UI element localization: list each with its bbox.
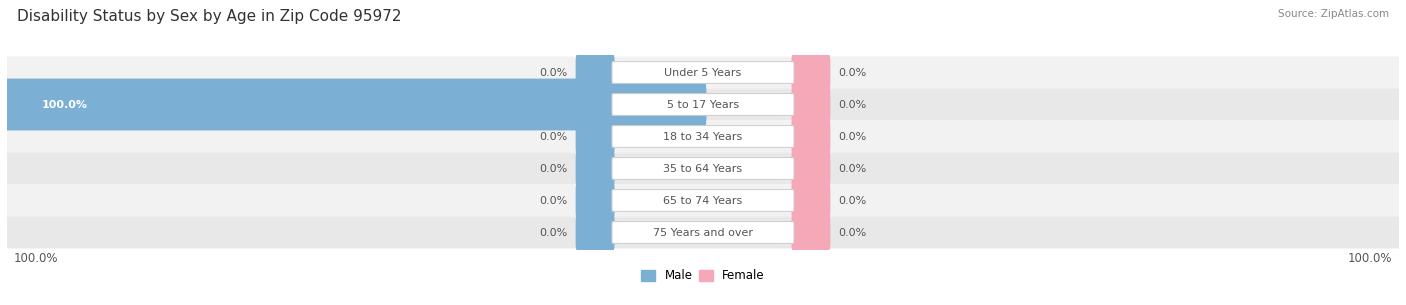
FancyBboxPatch shape — [7, 152, 1399, 185]
Text: 0.0%: 0.0% — [839, 99, 868, 109]
Text: 100.0%: 100.0% — [42, 99, 87, 109]
Text: Source: ZipAtlas.com: Source: ZipAtlas.com — [1278, 9, 1389, 19]
FancyBboxPatch shape — [792, 117, 831, 156]
Text: 5 to 17 Years: 5 to 17 Years — [666, 99, 740, 109]
Text: 18 to 34 Years: 18 to 34 Years — [664, 131, 742, 142]
Text: 0.0%: 0.0% — [839, 67, 868, 77]
Text: 65 to 74 Years: 65 to 74 Years — [664, 196, 742, 206]
FancyBboxPatch shape — [7, 217, 1399, 249]
FancyBboxPatch shape — [4, 79, 706, 131]
FancyBboxPatch shape — [792, 181, 831, 220]
FancyBboxPatch shape — [612, 94, 794, 115]
FancyBboxPatch shape — [7, 120, 1399, 152]
Text: 35 to 64 Years: 35 to 64 Years — [664, 163, 742, 174]
FancyBboxPatch shape — [792, 53, 831, 92]
FancyBboxPatch shape — [612, 126, 794, 147]
FancyBboxPatch shape — [575, 53, 614, 92]
Text: 100.0%: 100.0% — [1347, 252, 1392, 265]
Text: 0.0%: 0.0% — [538, 131, 567, 142]
Text: 0.0%: 0.0% — [839, 131, 868, 142]
FancyBboxPatch shape — [792, 85, 831, 124]
FancyBboxPatch shape — [792, 149, 831, 188]
FancyBboxPatch shape — [612, 190, 794, 211]
Text: 0.0%: 0.0% — [839, 228, 868, 238]
FancyBboxPatch shape — [575, 181, 614, 220]
FancyBboxPatch shape — [612, 222, 794, 243]
Text: 75 Years and over: 75 Years and over — [652, 228, 754, 238]
Text: 0.0%: 0.0% — [538, 228, 567, 238]
Text: 0.0%: 0.0% — [538, 67, 567, 77]
Text: 0.0%: 0.0% — [538, 163, 567, 174]
FancyBboxPatch shape — [612, 158, 794, 179]
FancyBboxPatch shape — [575, 117, 614, 156]
Text: 0.0%: 0.0% — [538, 196, 567, 206]
FancyBboxPatch shape — [575, 149, 614, 188]
Text: 0.0%: 0.0% — [839, 196, 868, 206]
FancyBboxPatch shape — [575, 213, 614, 252]
Legend: Male, Female: Male, Female — [637, 265, 769, 287]
Text: 100.0%: 100.0% — [14, 252, 59, 265]
Text: 0.0%: 0.0% — [839, 163, 868, 174]
FancyBboxPatch shape — [7, 56, 1399, 88]
FancyBboxPatch shape — [7, 88, 1399, 120]
FancyBboxPatch shape — [792, 213, 831, 252]
FancyBboxPatch shape — [7, 185, 1399, 217]
Text: Under 5 Years: Under 5 Years — [665, 67, 741, 77]
Text: Disability Status by Sex by Age in Zip Code 95972: Disability Status by Sex by Age in Zip C… — [17, 9, 401, 24]
FancyBboxPatch shape — [612, 62, 794, 83]
